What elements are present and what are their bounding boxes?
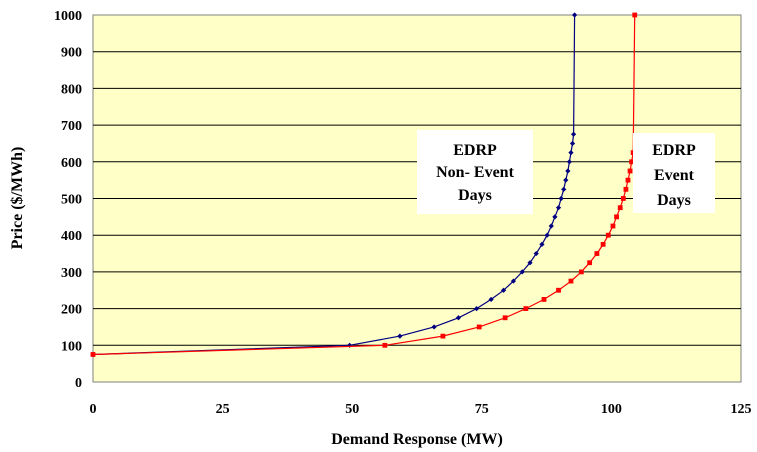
- y-tick-label: 500: [61, 193, 82, 208]
- series-2-point: [625, 177, 631, 183]
- series-1-point: [548, 223, 554, 229]
- x-tick-label: 125: [731, 402, 752, 417]
- y-tick-label: 200: [61, 303, 82, 318]
- annotation-non-event-line-3: Days: [458, 187, 492, 204]
- x-tick-label: 50: [345, 402, 359, 417]
- series-1-point: [527, 260, 533, 266]
- series-2-point: [623, 186, 629, 192]
- series-2-point: [587, 260, 593, 266]
- y-axis-title: Price ($/MWh): [9, 147, 26, 250]
- x-tick-label: 100: [601, 402, 622, 417]
- series-2-point: [90, 352, 96, 357]
- series-1-point: [563, 177, 569, 183]
- series-1-point: [558, 195, 564, 202]
- series-2-point: [594, 251, 600, 256]
- series-layer: [90, 12, 638, 358]
- y-tick-label: 400: [61, 229, 82, 244]
- series-2-point: [629, 159, 635, 165]
- series-2-point: [605, 232, 611, 238]
- series-2-point: [620, 196, 626, 201]
- series-1-point: [555, 205, 562, 211]
- y-tick-labels: 0 100 200 300 400 500 600 700 800 900 1000: [54, 9, 82, 391]
- series-1-point: [569, 140, 576, 147]
- x-tick-label: 25: [216, 402, 230, 417]
- series-2-point: [610, 223, 616, 229]
- series-1-point: [568, 150, 574, 156]
- x-tick-labels: 0 25 50 75 100 125: [90, 402, 752, 417]
- series-2-point: [627, 168, 633, 174]
- series-1-point: [455, 315, 462, 321]
- annotation-non-event: EDRP Non- Event Days: [417, 130, 533, 214]
- annotation-non-event-line-2: Non- Event: [436, 164, 514, 181]
- series-1-point: [510, 278, 517, 284]
- series-1-point: [347, 342, 353, 348]
- series-1-point: [539, 241, 545, 247]
- y-tick-label: 300: [61, 266, 82, 281]
- series-1-point: [474, 306, 480, 312]
- series-2-point: [502, 315, 508, 321]
- series-2-point: [632, 12, 638, 18]
- y-tick-label: 1000: [54, 9, 82, 24]
- y-tick-label: 900: [61, 46, 82, 61]
- series-1-point: [533, 250, 539, 257]
- series-2-point: [568, 278, 574, 284]
- annotation-event: EDRP Event Days: [633, 133, 715, 213]
- annotation-event-line-1: EDRP: [652, 142, 696, 159]
- x-axis-title: Demand Response (MW): [331, 431, 503, 448]
- series-2-point: [614, 214, 619, 220]
- series-2-point: [617, 205, 623, 211]
- series-1: [90, 12, 578, 358]
- series-1-point: [431, 324, 437, 330]
- y-tick-label: 100: [61, 339, 82, 354]
- annotation-non-event-line-1: EDRP: [453, 142, 497, 159]
- y-tick-label: 0: [75, 376, 82, 391]
- series-1-point: [565, 168, 571, 174]
- series-1-point: [566, 159, 573, 165]
- series-1-point: [571, 12, 578, 18]
- series-1-point: [552, 214, 558, 220]
- x-tick-label: 75: [475, 402, 489, 417]
- series-1-point: [397, 333, 403, 339]
- series-2-point: [556, 287, 561, 293]
- series-2-point: [600, 241, 606, 247]
- series-2-point: [476, 324, 482, 330]
- series-2-point: [578, 269, 584, 275]
- series-1-point: [544, 232, 550, 238]
- series-2-point: [440, 333, 446, 339]
- series-2-point: [541, 297, 547, 302]
- series-1-point: [488, 296, 494, 303]
- series-2-point: [523, 306, 529, 311]
- annotation-event-line-3: Days: [657, 192, 691, 209]
- x-tick-label: 0: [90, 402, 97, 417]
- annotation-event-line-2: Event: [654, 167, 695, 184]
- series-1-point: [570, 131, 577, 137]
- y-tick-label: 600: [61, 156, 82, 171]
- annotation-event-box: [633, 133, 715, 213]
- y-tick-label: 800: [61, 82, 82, 97]
- series-2-point: [382, 342, 388, 348]
- y-tick-label: 700: [61, 119, 82, 134]
- series-1-point: [500, 287, 507, 293]
- series-1-point: [519, 269, 525, 275]
- series-1-point: [561, 186, 567, 192]
- annotation-non-event-box: [417, 130, 533, 214]
